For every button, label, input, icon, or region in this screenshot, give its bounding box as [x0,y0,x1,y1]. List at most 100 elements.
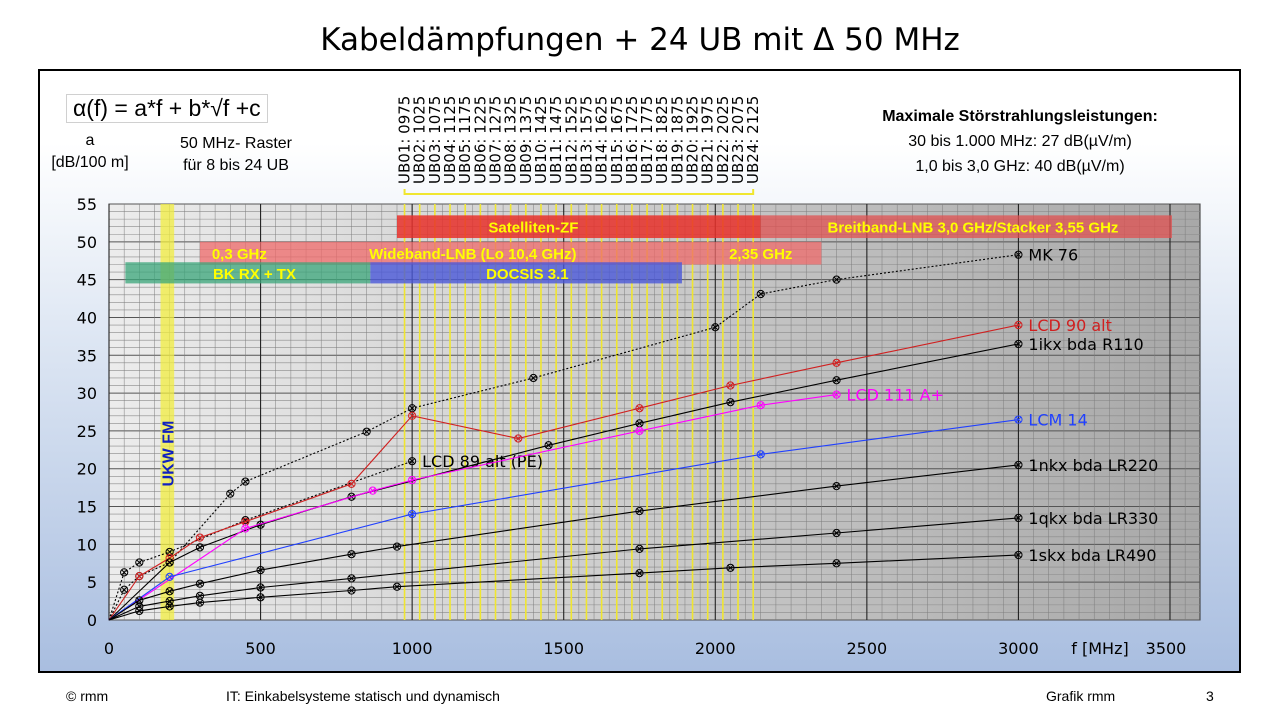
data-point [1014,550,1023,560]
data-point [635,404,644,413]
data-point-cross [636,428,643,434]
data-point [832,528,841,538]
data-point [711,323,720,332]
data-point [165,553,174,563]
data-point [1014,513,1023,522]
data-point-cross [394,543,400,550]
data-point-cross [166,588,173,595]
series-label: 1nkx bda LR220 [1028,456,1158,475]
series-label: LCD 111 A+ [847,386,944,405]
data-point-cross [712,324,719,331]
data-point-cross [636,420,643,427]
y-tick-label: 10 [77,535,97,554]
data-point-cross [197,534,203,541]
data-point-cross [197,544,203,551]
y-tick-label: 50 [77,233,97,252]
series-label: LCD 90 alt [1028,316,1111,335]
ub-channel-label: UB22: 2025 [714,96,732,184]
data-point-cross [348,481,355,487]
data-point [832,559,841,568]
x-tick-label: 3000 [998,639,1039,658]
x-tick-label: 1000 [392,639,433,658]
y-tick-label: 0 [87,611,97,630]
ylabel-line2: [dB/100 m] [51,154,129,171]
ub-channel-label: UB20: 1925 [684,96,702,184]
data-point-cross [166,574,173,580]
data-point-cross [242,478,249,485]
data-point-cross [833,530,840,536]
raster-note: 50 MHz- Raster für 8 bis 24 UB [156,133,316,177]
frequency-band-label: Wideband-LNB (Lo 10,4 GHz) [369,246,576,263]
frequency-band [396,215,761,239]
data-point-cross [515,435,522,442]
frequency-band [199,241,822,265]
data-point [832,358,841,367]
data-point [241,477,250,486]
data-point [726,563,735,572]
data-point-cross [197,580,203,587]
x-tick-label: 500 [245,639,276,658]
data-point-cross [833,483,840,489]
x-tick-label: 2500 [846,639,887,658]
fm-band [160,204,175,620]
series-line [108,324,1019,621]
ub-channel-label: UB16: 1725 [623,96,641,184]
data-point [165,602,174,611]
data-point [756,289,765,299]
ub-channel-label: UB17: 1775 [638,96,656,184]
data-point [635,506,644,516]
data-point [195,579,205,588]
data-point [1014,320,1023,330]
data-point [756,450,765,459]
data-point [362,427,371,436]
data-point-cross [242,518,249,525]
series-label: 1ikx bda R110 [1028,335,1143,354]
frequency-band-label: BK RX + TX [213,266,296,283]
limits-line2: 1,0 bis 3,0 GHz: 40 dB(µV/m) [915,158,1125,175]
data-point-cross [727,399,734,406]
data-point-cross [833,391,840,398]
data-point [544,441,553,450]
y-tick-label: 30 [77,384,97,403]
data-point-cross [197,599,203,606]
ub-channel-label: UB10: 1425 [532,96,550,184]
data-point [726,398,735,407]
data-point [135,606,144,616]
data-point-cross [409,405,415,412]
data-point-cross [636,405,643,412]
data-point [195,543,205,552]
data-point [392,582,402,591]
data-point-cross [1015,251,1022,258]
data-point-cross [242,525,249,532]
data-point-cross [136,608,143,614]
y-tick-label: 45 [77,271,97,290]
data-point-cross [636,546,643,552]
y-tick-label: 25 [77,422,97,441]
y-tick-label: 20 [77,460,97,479]
data-point-cross [166,603,173,610]
page-number: 3 [1206,688,1214,704]
data-point [514,434,523,443]
data-point [256,565,265,575]
data-point [408,457,417,466]
data-point-cross [409,458,415,465]
series-line [108,343,1019,621]
data-point [195,533,205,542]
y-tick-label: 40 [77,308,97,327]
data-point-cross [1015,462,1022,468]
footer-copyright: © rmm [66,688,109,704]
data-point-cross [121,586,128,593]
x-tick-label: 2000 [695,639,736,658]
data-point [120,568,129,577]
data-point [1014,460,1023,470]
raster-line2: für 8 bis 24 UB [183,157,289,174]
data-point-cross [1015,341,1022,347]
ub-channel-label: UB23: 2075 [729,96,747,184]
data-point [726,381,735,390]
data-point-cross [257,594,264,601]
data-point-cross [727,382,734,389]
data-point [1014,339,1023,349]
ylabel-line1: a [85,132,95,149]
x-axis-label: f [MHz] [1071,639,1128,658]
y-tick-label: 35 [77,346,97,365]
